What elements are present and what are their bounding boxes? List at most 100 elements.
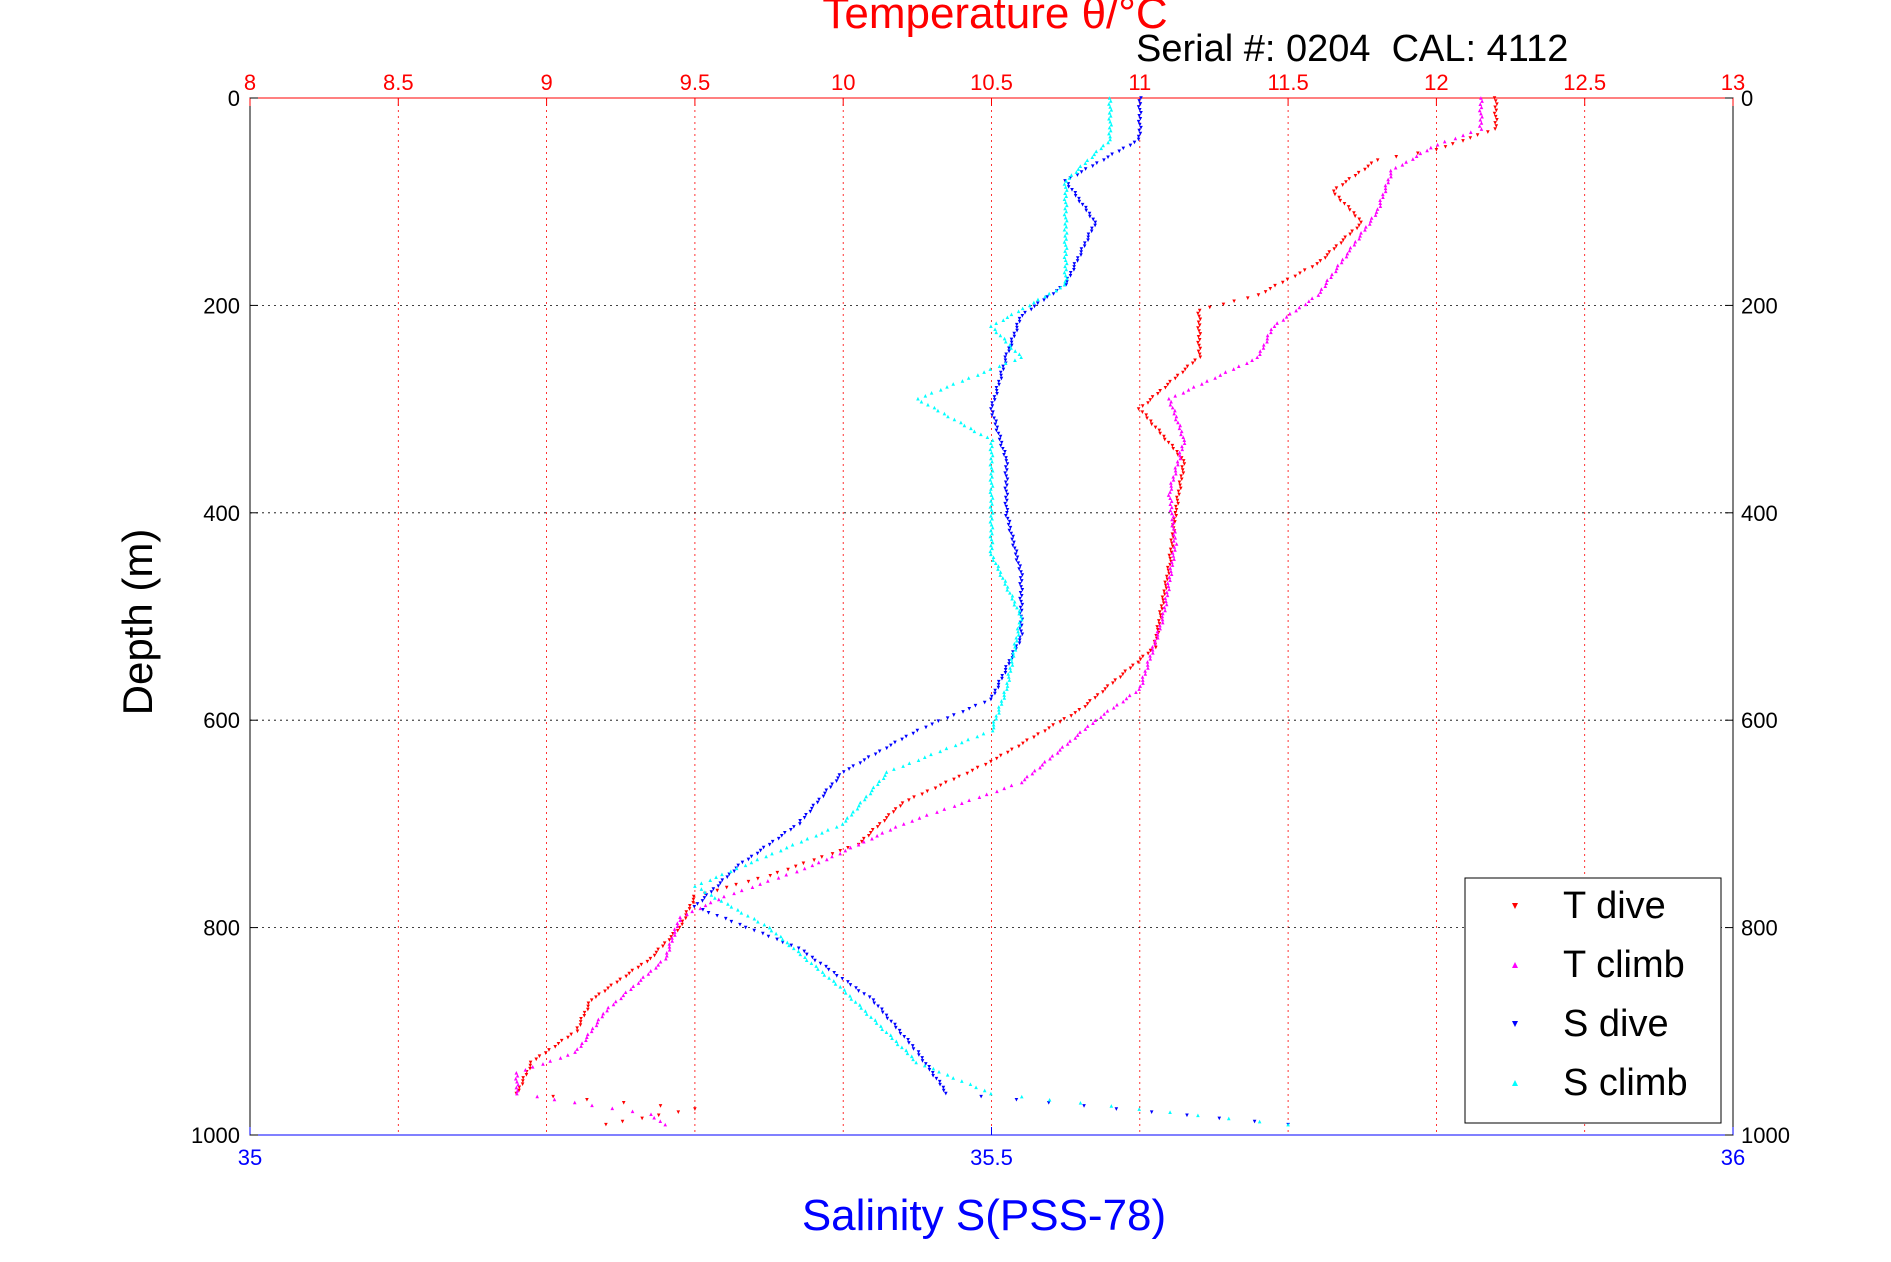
data-point bbox=[1073, 191, 1078, 195]
data-point bbox=[621, 993, 626, 998]
data-point bbox=[1091, 217, 1095, 222]
data-point bbox=[1079, 250, 1083, 254]
data-point bbox=[1145, 663, 1150, 667]
data-point bbox=[776, 836, 781, 841]
data-point bbox=[823, 791, 827, 796]
data-point bbox=[1138, 131, 1143, 136]
data-point bbox=[605, 1008, 609, 1013]
data-point bbox=[990, 413, 994, 417]
data-point bbox=[864, 794, 868, 799]
data-point bbox=[1105, 709, 1110, 713]
data-point bbox=[1009, 657, 1014, 661]
data-point bbox=[820, 830, 824, 835]
data-point bbox=[1108, 137, 1112, 142]
data-point bbox=[1381, 195, 1385, 200]
data-point bbox=[663, 1122, 668, 1127]
depth-tick-label-right: 200 bbox=[1741, 293, 1778, 318]
data-point bbox=[1032, 304, 1037, 309]
data-point bbox=[905, 1051, 910, 1056]
data-point bbox=[1109, 122, 1114, 127]
data-point bbox=[1011, 534, 1015, 539]
data-point bbox=[1197, 323, 1202, 327]
data-point bbox=[1160, 620, 1165, 625]
data-point bbox=[1003, 450, 1007, 454]
data-point bbox=[528, 1063, 533, 1068]
data-point bbox=[1075, 733, 1080, 737]
data-point bbox=[1285, 277, 1290, 282]
data-point bbox=[691, 900, 695, 905]
data-point bbox=[534, 1057, 539, 1062]
data-point bbox=[1169, 399, 1173, 404]
data-point bbox=[875, 825, 880, 829]
data-point bbox=[521, 1079, 525, 1083]
data-point bbox=[656, 963, 661, 967]
data-point bbox=[942, 807, 947, 811]
data-point bbox=[877, 749, 882, 754]
data-point bbox=[1042, 298, 1046, 303]
data-point bbox=[937, 1069, 941, 1074]
data-point bbox=[1373, 213, 1378, 217]
data-point bbox=[890, 1036, 894, 1041]
data-point bbox=[855, 806, 860, 811]
data-point bbox=[1330, 272, 1334, 277]
data-point bbox=[1344, 180, 1348, 184]
data-point bbox=[1019, 355, 1023, 360]
data-point bbox=[989, 456, 993, 461]
data-point bbox=[866, 833, 871, 838]
data-point bbox=[982, 370, 986, 374]
data-point bbox=[1168, 496, 1172, 500]
data-point bbox=[704, 893, 709, 897]
data-point bbox=[1173, 376, 1178, 381]
data-point bbox=[1137, 1107, 1141, 1111]
data-point bbox=[938, 749, 942, 754]
data-point bbox=[575, 1026, 579, 1030]
data-point bbox=[1019, 1094, 1024, 1099]
data-point bbox=[996, 431, 1001, 436]
temperature-tick-label: 13 bbox=[1721, 70, 1745, 95]
data-point bbox=[1003, 355, 1007, 360]
data-point bbox=[996, 685, 1001, 690]
data-point bbox=[1168, 1110, 1172, 1114]
data-point bbox=[530, 1065, 535, 1069]
data-point bbox=[1102, 712, 1107, 716]
data-point bbox=[1070, 188, 1074, 192]
data-point bbox=[967, 798, 971, 802]
data-point bbox=[556, 1041, 561, 1046]
data-point bbox=[988, 367, 993, 371]
temperature-tick-label: 12.5 bbox=[1563, 70, 1606, 95]
data-point bbox=[880, 830, 885, 835]
data-point bbox=[1388, 168, 1393, 173]
data-point bbox=[1168, 379, 1172, 384]
data-point bbox=[979, 432, 983, 437]
data-point bbox=[1293, 274, 1298, 279]
data-point bbox=[1461, 133, 1465, 138]
data-point bbox=[1063, 191, 1067, 195]
data-point bbox=[1063, 215, 1068, 220]
data-point bbox=[857, 803, 861, 808]
data-point bbox=[1383, 186, 1388, 191]
data-point bbox=[1284, 315, 1289, 319]
data-point bbox=[1078, 1101, 1083, 1105]
data-point bbox=[601, 1011, 606, 1016]
data-point bbox=[1156, 635, 1160, 640]
data-point bbox=[1368, 219, 1373, 223]
data-point bbox=[1386, 180, 1391, 185]
data-point bbox=[871, 785, 876, 790]
data-point bbox=[1073, 736, 1078, 740]
data-point bbox=[990, 546, 994, 551]
data-point bbox=[1087, 211, 1092, 216]
data-point bbox=[1157, 610, 1162, 614]
data-point bbox=[515, 1088, 520, 1093]
data-point bbox=[1165, 581, 1170, 586]
data-point bbox=[1009, 346, 1013, 350]
data-point bbox=[892, 767, 896, 771]
data-point bbox=[1004, 459, 1009, 463]
data-point bbox=[676, 1110, 681, 1114]
data-point bbox=[1353, 214, 1357, 219]
data-point bbox=[1477, 108, 1482, 113]
data-point bbox=[1177, 480, 1182, 485]
data-point bbox=[636, 981, 641, 985]
data-point bbox=[1175, 450, 1179, 454]
data-point bbox=[1032, 735, 1036, 740]
data-point bbox=[680, 922, 684, 927]
